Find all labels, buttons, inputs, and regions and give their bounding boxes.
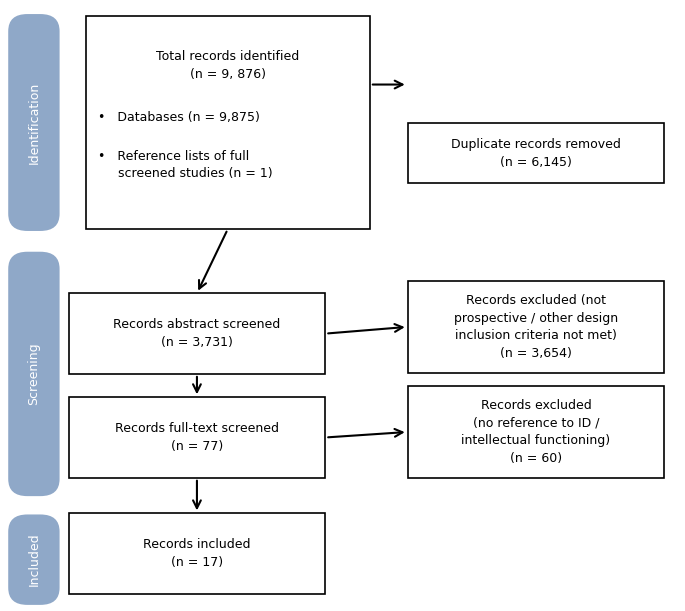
Text: Total records identified
(n = 9, 876): Total records identified (n = 9, 876) [156,50,299,81]
Text: Identification: Identification [27,81,40,164]
FancyBboxPatch shape [8,14,60,231]
Bar [68,397,325,478]
Bar [86,16,370,229]
Text: Included: Included [27,533,40,587]
Bar [408,123,664,183]
Text: Screening: Screening [27,343,40,405]
Bar [408,281,664,373]
Bar [68,293,325,374]
FancyBboxPatch shape [8,252,60,496]
Bar [408,386,664,478]
Text: •   Databases (n = 9,875): • Databases (n = 9,875) [98,111,260,124]
Text: Duplicate records removed
(n = 6,145): Duplicate records removed (n = 6,145) [451,138,621,169]
Bar [68,513,325,594]
Text: Records included
(n = 17): Records included (n = 17) [143,538,251,569]
Text: Records excluded
(no reference to ID /
intellectual functioning)
(n = 60): Records excluded (no reference to ID / i… [462,399,610,465]
Text: Records abstract screened
(n = 3,731): Records abstract screened (n = 3,731) [113,318,281,349]
FancyBboxPatch shape [8,514,60,605]
Text: •   Reference lists of full
     screened studies (n = 1): • Reference lists of full screened studi… [98,150,273,180]
Text: Records full-text screened
(n = 77): Records full-text screened (n = 77) [115,422,279,453]
Text: Records excluded (not
prospective / other design
inclusion criteria not met)
(n : Records excluded (not prospective / othe… [454,294,618,360]
